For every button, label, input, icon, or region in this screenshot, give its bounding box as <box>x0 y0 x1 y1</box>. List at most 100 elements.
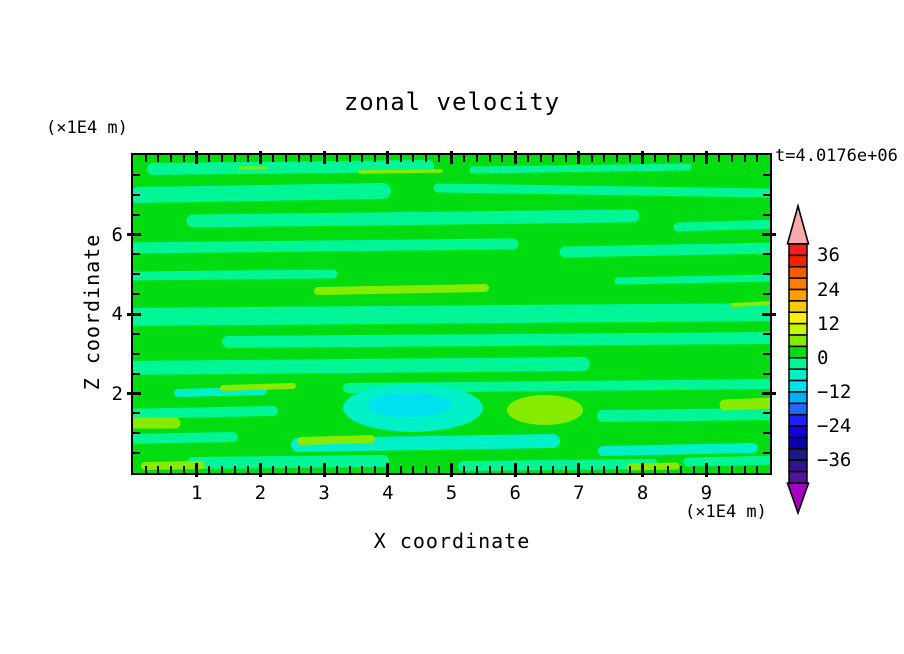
x-minor-tick <box>272 155 275 162</box>
colorbar-cell <box>788 334 808 348</box>
colorbar-tick-label: −36 <box>817 449 852 472</box>
x-minor-tick <box>412 466 415 473</box>
x-minor-tick <box>654 466 657 473</box>
y-minor-tick <box>133 332 140 335</box>
x-major-tick <box>513 151 517 164</box>
colorbar-arrow-up <box>786 203 810 245</box>
colorbar-arrow-down <box>786 482 810 516</box>
x-major-tick <box>641 151 645 164</box>
x-minor-tick <box>539 466 542 473</box>
y-minor-tick <box>763 273 770 276</box>
y-minor-tick <box>763 193 770 196</box>
y-tick-label: 6 <box>111 223 123 246</box>
y-minor-tick <box>763 293 770 296</box>
y-major-tick <box>762 233 776 236</box>
x-minor-tick <box>501 155 504 162</box>
y-minor-tick <box>763 432 770 435</box>
y-major-tick <box>127 392 141 395</box>
x-minor-tick <box>374 466 377 473</box>
y-axis-title: Z coordinate <box>80 233 104 391</box>
x-minor-tick <box>399 466 402 473</box>
plot-title: zonal velocity <box>343 88 561 116</box>
colorbar-cell <box>788 266 808 279</box>
x-minor-tick <box>437 155 440 162</box>
x-minor-tick <box>399 155 402 162</box>
x-tick-labels: 1 2 3 4 5 6 7 8 9 <box>133 481 770 505</box>
contour-field <box>133 155 770 473</box>
x-tick-label: 1 <box>190 482 203 504</box>
x-minor-tick <box>233 466 236 473</box>
colorbar-cell <box>788 311 808 325</box>
x-minor-tick <box>208 466 211 473</box>
x-major-tick <box>450 151 453 164</box>
x-major-tick <box>322 463 326 477</box>
y-minor-tick <box>133 412 140 415</box>
colorbar-cell <box>788 254 808 268</box>
x-minor-tick <box>679 155 682 162</box>
colorbar-cell <box>788 288 808 302</box>
x-minor-tick <box>297 466 300 473</box>
y-minor-tick <box>133 372 140 375</box>
x-minor-tick <box>501 466 504 473</box>
x-minor-tick <box>144 155 147 162</box>
colorbar-cell <box>788 345 808 359</box>
x-tick-label: 7 <box>573 482 585 504</box>
x-minor-tick <box>539 155 542 162</box>
x-minor-tick <box>526 155 529 162</box>
x-minor-tick <box>182 155 185 162</box>
x-minor-tick <box>488 466 491 473</box>
colorbar-cell <box>788 391 808 405</box>
x-minor-tick <box>628 155 631 162</box>
y-minor-tick <box>763 452 770 455</box>
y-tick-label: 2 <box>111 382 123 405</box>
x-major-tick <box>577 463 581 477</box>
x-minor-tick <box>667 155 670 162</box>
colorbar-tick-label: 36 <box>817 244 840 267</box>
x-major-tick <box>258 463 262 477</box>
x-minor-tick <box>348 155 351 162</box>
x-minor-tick <box>246 466 249 473</box>
x-minor-tick <box>208 155 211 162</box>
x-minor-tick <box>144 466 147 473</box>
spring-green-bands <box>133 160 770 471</box>
colorbar-cell <box>788 459 808 473</box>
x-minor-tick <box>628 466 631 473</box>
colorbar-tick-label: −12 <box>817 380 852 403</box>
plot-area <box>127 151 776 477</box>
x-minor-tick <box>284 155 287 162</box>
x-minor-tick <box>603 466 606 473</box>
y-tick-label: 4 <box>111 303 123 325</box>
time-annotation: t=4.0176e+06 <box>775 146 898 166</box>
x-minor-tick <box>284 466 287 473</box>
x-minor-tick <box>361 155 364 162</box>
x-minor-tick <box>425 466 428 473</box>
colorbar-tick-label: 12 <box>817 312 840 335</box>
x-major-tick <box>386 463 390 477</box>
x-minor-tick <box>692 155 695 162</box>
colorbar-tick-label: 0 <box>817 346 829 369</box>
x-tick-label: 4 <box>382 482 394 504</box>
x-minor-tick <box>718 155 721 162</box>
x-major-tick <box>322 151 326 164</box>
x-major-tick <box>195 151 199 164</box>
y-minor-tick <box>133 213 140 216</box>
y-minor-tick <box>133 432 140 435</box>
x-minor-tick <box>310 155 313 162</box>
x-minor-tick <box>272 466 275 473</box>
colorbar-cell <box>788 357 808 370</box>
colorbar-tick-label: 24 <box>817 278 840 301</box>
x-major-tick <box>450 463 453 477</box>
y-minor-tick <box>763 213 770 216</box>
x-minor-tick <box>730 466 733 473</box>
y-major-tick <box>762 312 776 316</box>
x-minor-tick <box>603 155 606 162</box>
x-minor-tick <box>552 155 555 162</box>
x-minor-tick <box>374 155 377 162</box>
x-minor-tick <box>756 466 759 473</box>
colorbar-cell <box>788 413 808 427</box>
y-minor-tick <box>133 273 140 276</box>
x-minor-tick <box>335 466 338 473</box>
y-axis-unit-label: (×1E4 m) <box>46 118 128 138</box>
x-minor-tick <box>590 155 593 162</box>
